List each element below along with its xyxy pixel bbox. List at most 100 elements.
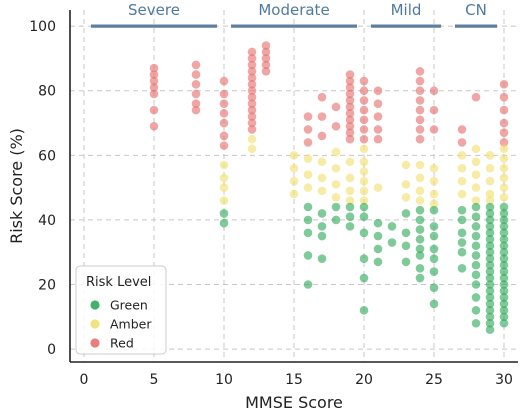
point-amber: [317, 157, 327, 167]
point-green: [485, 280, 495, 289]
point-green: [345, 222, 355, 231]
point-amber: [359, 167, 369, 176]
point-green: [429, 267, 439, 276]
point-red: [373, 112, 383, 121]
point-red: [247, 54, 257, 63]
point-green: [485, 209, 495, 218]
point-red: [317, 131, 327, 141]
point-amber: [499, 173, 509, 183]
point-red: [149, 89, 159, 99]
point-red: [219, 109, 229, 118]
point-green: [415, 251, 425, 260]
point-green: [429, 299, 439, 309]
point-amber: [219, 173, 229, 183]
point-red: [247, 99, 257, 108]
point-red: [149, 83, 159, 92]
point-red: [191, 99, 201, 108]
point-red: [499, 118, 509, 128]
point-amber: [219, 196, 229, 205]
point-green: [471, 280, 481, 289]
point-red: [247, 86, 257, 96]
point-green: [401, 209, 411, 218]
y-tick-label: 0: [47, 342, 56, 358]
point-green: [485, 325, 495, 335]
point-red: [415, 67, 425, 76]
legend-marker-green: [90, 300, 100, 310]
point-green: [219, 218, 229, 228]
point-green: [331, 215, 341, 225]
point-red: [219, 89, 229, 99]
point-red: [345, 76, 355, 86]
point-green: [457, 247, 467, 257]
y-tick-label: 40: [38, 213, 56, 229]
point-green: [303, 251, 313, 260]
point-green: [303, 280, 313, 289]
point-red: [247, 112, 257, 121]
point-green: [499, 215, 509, 225]
point-red: [373, 125, 383, 134]
point-green: [359, 212, 369, 221]
point-green: [457, 238, 467, 247]
point-amber: [345, 173, 355, 183]
point-green: [415, 264, 425, 273]
point-amber: [401, 193, 411, 202]
point-green: [219, 209, 229, 218]
point-green: [401, 257, 411, 267]
axes-layer: 0 5 10 15 20 25 30 0 20 40 60 80 100: [29, 10, 518, 388]
point-red: [219, 131, 229, 141]
x-tick-label: 25: [425, 372, 443, 388]
point-red: [191, 60, 201, 70]
point-green: [485, 286, 495, 296]
point-red: [247, 118, 257, 128]
point-green: [499, 273, 509, 283]
point-amber: [429, 199, 439, 209]
y-tick-label: 80: [38, 84, 56, 100]
point-green: [485, 273, 495, 283]
point-green: [303, 228, 313, 238]
point-amber: [331, 180, 341, 189]
x-tick-label: 15: [285, 372, 303, 388]
point-green: [401, 241, 411, 251]
point-green: [471, 270, 481, 280]
point-red: [499, 92, 509, 102]
point-amber: [359, 186, 369, 196]
point-red: [359, 76, 369, 86]
point-green: [345, 202, 355, 212]
point-green: [485, 247, 495, 257]
point-red: [331, 102, 341, 112]
legend-label-green: Green: [110, 298, 148, 313]
point-green: [331, 202, 341, 212]
x-tick-label: 0: [80, 372, 89, 388]
point-green: [373, 244, 383, 254]
point-green: [499, 318, 509, 328]
point-green: [499, 202, 509, 212]
point-amber: [415, 173, 425, 183]
x-tick-label: 10: [215, 372, 233, 388]
point-red: [317, 92, 327, 102]
point-green: [471, 306, 481, 315]
point-red: [261, 54, 271, 63]
point-amber: [499, 154, 509, 163]
point-red: [219, 99, 229, 108]
point-amber: [471, 183, 481, 192]
point-red: [429, 125, 439, 134]
point-amber: [471, 196, 481, 205]
point-red: [261, 67, 271, 76]
point-green: [499, 260, 509, 270]
point-amber: [429, 189, 439, 199]
point-green: [317, 222, 327, 231]
point-green: [485, 318, 495, 328]
point-green: [415, 244, 425, 254]
point-red: [457, 138, 467, 147]
point-amber: [485, 196, 495, 205]
point-green: [457, 228, 467, 238]
point-green: [303, 202, 313, 212]
point-red: [149, 105, 159, 115]
point-red: [415, 134, 425, 144]
point-red: [345, 83, 355, 92]
point-green: [359, 202, 369, 212]
point-green: [499, 306, 509, 315]
point-green: [457, 205, 467, 215]
